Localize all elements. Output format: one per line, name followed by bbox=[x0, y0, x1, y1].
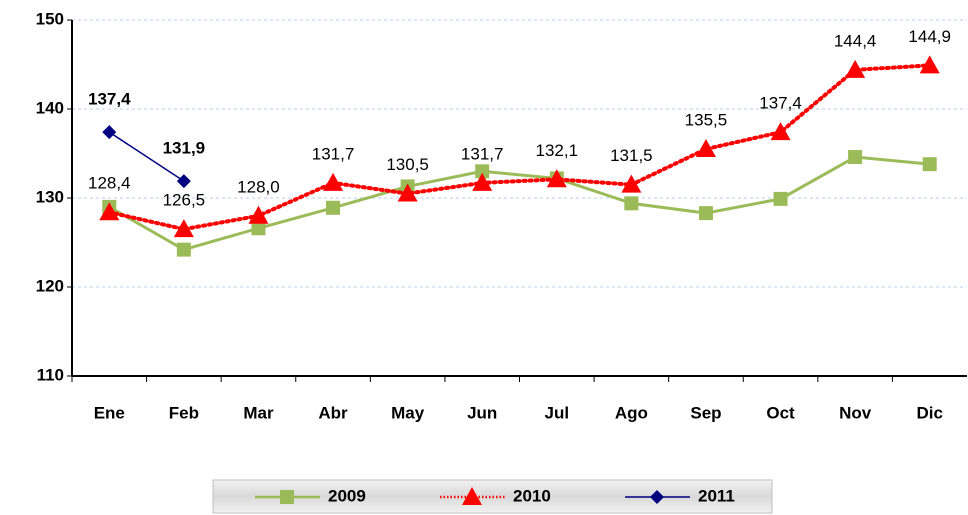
marker bbox=[773, 191, 788, 206]
marker bbox=[919, 55, 940, 74]
marker bbox=[650, 490, 664, 504]
marker bbox=[99, 202, 120, 221]
x-tick-label: Ene bbox=[94, 403, 125, 422]
marker bbox=[397, 183, 418, 202]
marker bbox=[698, 206, 713, 221]
x-tick-label: May bbox=[391, 403, 425, 422]
marker bbox=[922, 157, 937, 172]
data-label: 132,1 bbox=[536, 141, 579, 160]
x-tick-label: Ago bbox=[615, 403, 648, 422]
marker bbox=[248, 205, 269, 224]
y-tick-label: 140 bbox=[36, 98, 64, 117]
data-label: 131,5 bbox=[610, 146, 653, 165]
x-tick-label: Feb bbox=[169, 403, 199, 422]
marker bbox=[770, 122, 791, 141]
data-label: 144,9 bbox=[908, 27, 951, 46]
y-tick-label: 120 bbox=[36, 276, 64, 295]
data-label: 131,7 bbox=[312, 144, 355, 163]
x-tick-label: Nov bbox=[839, 403, 872, 422]
x-tick-label: Jul bbox=[545, 403, 570, 422]
data-label: 126,5 bbox=[163, 191, 206, 210]
marker bbox=[472, 172, 493, 191]
marker bbox=[546, 169, 567, 188]
series-line bbox=[107, 155, 932, 252]
series-line bbox=[107, 63, 932, 232]
marker bbox=[462, 487, 482, 505]
legend-label: 2009 bbox=[328, 486, 366, 505]
marker bbox=[475, 164, 490, 179]
marker bbox=[176, 242, 191, 257]
marker bbox=[845, 59, 866, 78]
data-label: 130,5 bbox=[386, 155, 429, 174]
data-label: 131,9 bbox=[163, 139, 206, 158]
data-label: 128,0 bbox=[237, 177, 280, 196]
y-tick-label: 110 bbox=[37, 365, 64, 384]
x-tick-label: Mar bbox=[243, 403, 274, 422]
x-tick-label: Dic bbox=[916, 403, 942, 422]
data-label: 137,4 bbox=[759, 94, 802, 113]
x-tick-label: Abr bbox=[318, 403, 348, 422]
data-label: 137,4 bbox=[88, 90, 131, 109]
x-tick-label: Oct bbox=[766, 403, 795, 422]
y-tick-label: 130 bbox=[36, 187, 64, 206]
data-label: 135,5 bbox=[685, 111, 728, 130]
marker bbox=[621, 174, 642, 193]
marker bbox=[624, 196, 639, 211]
legend-label: 2010 bbox=[513, 486, 551, 505]
x-tick-label: Sep bbox=[690, 403, 721, 422]
series-line bbox=[108, 131, 185, 182]
marker bbox=[326, 200, 341, 215]
marker bbox=[173, 219, 194, 238]
x-tick-label: Jun bbox=[467, 403, 497, 422]
marker bbox=[102, 125, 117, 140]
marker bbox=[176, 174, 191, 189]
data-label: 144,4 bbox=[834, 31, 877, 50]
marker bbox=[323, 172, 344, 191]
data-label: 131,7 bbox=[461, 144, 504, 163]
marker bbox=[695, 139, 716, 158]
legend-label: 2011 bbox=[698, 486, 735, 505]
data-label: 128,4 bbox=[88, 174, 131, 193]
marker bbox=[251, 221, 266, 236]
marker bbox=[848, 150, 863, 165]
marker bbox=[280, 490, 294, 504]
y-tick-label: 150 bbox=[36, 9, 64, 28]
